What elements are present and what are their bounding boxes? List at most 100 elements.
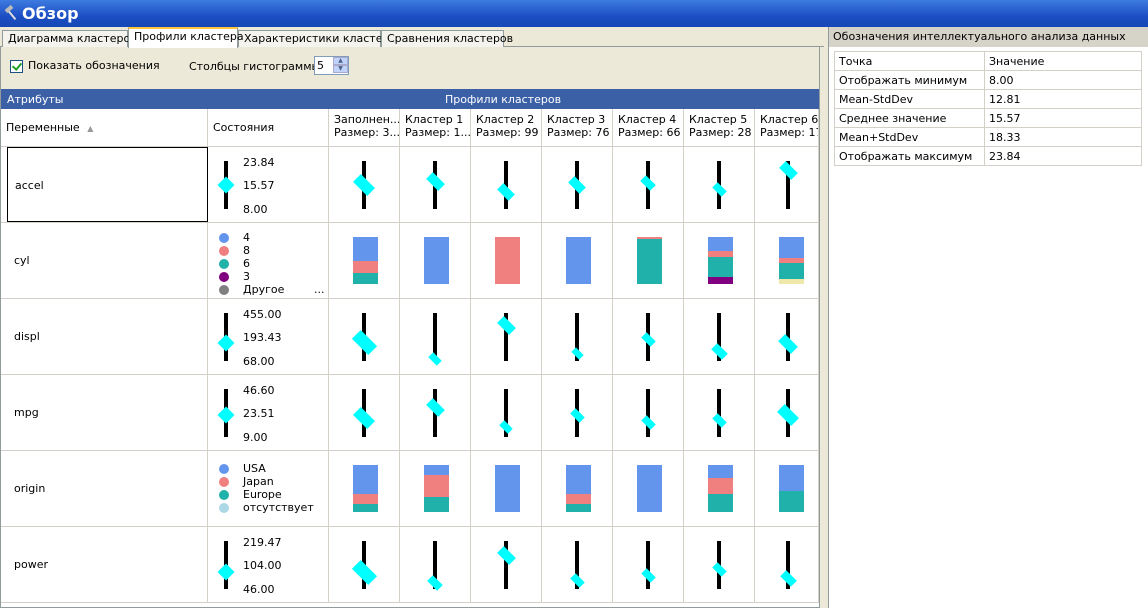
cluster-column-header[interactable]: Кластер 5 Размер: 28 <box>684 109 755 147</box>
left-pane: Диаграмма кластеров Профили кластера Хар… <box>0 27 824 608</box>
cluster-profile-cell[interactable] <box>684 147 755 222</box>
cluster-profile-cell[interactable] <box>684 223 755 298</box>
mean-marker <box>217 334 235 352</box>
profile-row[interactable]: cyl 4 8 6 3 Другое... <box>1 223 819 299</box>
states-column-header[interactable]: Состояния <box>208 109 329 147</box>
cluster-profile-cell[interactable] <box>471 223 542 298</box>
cluster-profile-cell[interactable] <box>400 527 471 602</box>
cluster-profile-cell[interactable] <box>613 223 684 298</box>
cluster-profile-cell[interactable] <box>755 299 819 374</box>
state-color-swatch <box>219 490 229 500</box>
cluster-profile-cell[interactable] <box>542 223 613 298</box>
histogram-segment <box>495 465 520 512</box>
cluster-profile-cell[interactable] <box>684 527 755 602</box>
variable-name: accel <box>15 179 44 192</box>
cluster-profile-cell[interactable] <box>542 147 613 222</box>
cluster-name: Кластер 1 <box>405 113 464 126</box>
cluster-profile-cell[interactable] <box>613 375 684 450</box>
histogram-segment <box>637 237 662 239</box>
cluster-profile-cell[interactable] <box>329 375 400 450</box>
cluster-profile-cell[interactable] <box>471 299 542 374</box>
cluster-profile-cell[interactable] <box>755 527 819 602</box>
state-histogram <box>779 465 804 512</box>
tab-cluster-diagram[interactable]: Диаграмма кластеров <box>2 30 137 47</box>
spin-down-icon[interactable]: ▼ <box>333 65 348 73</box>
cluster-column-header[interactable]: Кластер 6 Размер: 17 <box>755 109 819 147</box>
cluster-profile-cell[interactable] <box>684 375 755 450</box>
cluster-profile-cell[interactable] <box>755 147 819 222</box>
variable-cell[interactable]: power <box>1 527 208 602</box>
histogram-segment <box>779 237 804 259</box>
variable-name: power <box>14 558 48 571</box>
range-bar <box>504 541 508 589</box>
histogram-segment <box>424 496 449 512</box>
cluster-profile-cell[interactable] <box>613 147 684 222</box>
cluster-profile-cell[interactable] <box>400 299 471 374</box>
cluster-profile-cell[interactable] <box>755 223 819 298</box>
state-label: Europe <box>243 488 282 501</box>
cluster-profile-cell[interactable] <box>400 375 471 450</box>
cluster-profile-cell[interactable] <box>471 375 542 450</box>
range-bar <box>575 541 579 589</box>
variable-cell[interactable]: accel <box>7 147 208 222</box>
cluster-column-header[interactable]: Заполнен... Размер: 3... <box>329 109 400 147</box>
cluster-column-header[interactable]: Кластер 3 Размер: 76 <box>542 109 613 147</box>
legend-row: Mean+StdDev 18.33 <box>834 127 1142 147</box>
cluster-profile-cell[interactable] <box>542 451 613 526</box>
cluster-profile-cell[interactable] <box>684 451 755 526</box>
cluster-profile-cell[interactable] <box>542 299 613 374</box>
cluster-profile-cell[interactable] <box>471 147 542 222</box>
histogram-segment <box>637 238 662 284</box>
show-legend-checkbox[interactable] <box>10 60 23 73</box>
state-histogram <box>424 465 449 512</box>
cluster-profile-cell[interactable] <box>471 451 542 526</box>
cluster-column-header[interactable]: Кластер 2 Размер: 99 <box>471 109 542 147</box>
variable-cell[interactable]: displ <box>1 299 208 374</box>
profile-row[interactable]: displ 455.00 193.43 68.00 <box>1 299 819 375</box>
profile-row[interactable]: mpg 46.60 23.51 9.00 <box>1 375 819 451</box>
cluster-profile-cell[interactable] <box>329 527 400 602</box>
state-color-swatch <box>219 233 229 243</box>
state-color-swatch <box>219 246 229 256</box>
profile-row[interactable]: power 219.47 104.00 46.00 <box>1 527 819 603</box>
cluster-profile-cell[interactable] <box>471 527 542 602</box>
spin-up-icon[interactable]: ▲ <box>333 57 348 65</box>
profile-row[interactable]: accel 23.84 15.57 8.00 <box>1 147 819 223</box>
profile-row[interactable]: origin USA Japan Europe отсутствует <box>1 451 819 527</box>
cluster-profile-cell[interactable] <box>542 375 613 450</box>
cluster-profile-cell[interactable] <box>755 451 819 526</box>
cluster-profile-cell[interactable] <box>684 299 755 374</box>
variable-cell[interactable]: origin <box>1 451 208 526</box>
cluster-profile-cell[interactable] <box>400 223 471 298</box>
variable-cell[interactable]: mpg <box>1 375 208 450</box>
cluster-profile-cell[interactable] <box>329 451 400 526</box>
state-histogram <box>495 465 520 512</box>
cluster-column-header[interactable]: Кластер 4 Размер: 66 <box>613 109 684 147</box>
histogram-segment <box>779 465 804 491</box>
legend-header-cell: Значение <box>984 51 1142 71</box>
tab-cluster-comparisons[interactable]: Сравнения кластеров <box>381 30 513 47</box>
hist-columns-spinner[interactable]: 5 ▲ ▼ <box>314 56 349 75</box>
cluster-profile-cell[interactable] <box>542 527 613 602</box>
cluster-profile-cell[interactable] <box>400 147 471 222</box>
cluster-profile-cell[interactable] <box>613 299 684 374</box>
state-histogram <box>637 465 662 512</box>
cluster-profile-cell[interactable] <box>613 451 684 526</box>
states-cell: 455.00 193.43 68.00 <box>208 299 329 374</box>
cluster-size: Размер: 1... <box>405 126 471 139</box>
histogram-segment <box>495 237 520 284</box>
cluster-profile-cell[interactable] <box>329 223 400 298</box>
cluster-column-header[interactable]: Кластер 1 Размер: 1... <box>400 109 471 147</box>
cluster-profile-cell[interactable] <box>329 147 400 222</box>
cluster-profile-cell[interactable] <box>329 299 400 374</box>
tab-cluster-profiles[interactable]: Профили кластера <box>128 27 244 48</box>
state-color-swatch <box>219 285 229 295</box>
range-bar <box>504 313 508 361</box>
cluster-profile-cell[interactable] <box>613 527 684 602</box>
cluster-profile-cell[interactable] <box>400 451 471 526</box>
variables-column-header[interactable]: Переменные ▲ <box>1 109 208 147</box>
cluster-profile-cell[interactable] <box>755 375 819 450</box>
variable-cell[interactable]: cyl <box>1 223 208 298</box>
range-bar <box>575 313 579 361</box>
tab-cluster-characteristics[interactable]: Характеристики кластера <box>238 30 396 47</box>
